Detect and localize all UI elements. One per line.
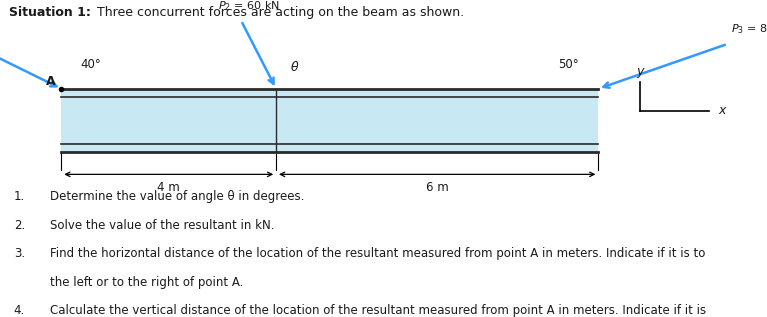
Text: 6 m: 6 m (426, 181, 449, 194)
Text: 4 m: 4 m (157, 181, 180, 194)
Text: $P_3$ = 80 kN: $P_3$ = 80 kN (732, 22, 767, 36)
Text: 40°: 40° (81, 58, 101, 71)
Text: Three concurrent forces are acting on the beam as shown.: Three concurrent forces are acting on th… (81, 6, 464, 19)
Text: Determine the value of angle θ in degrees.: Determine the value of angle θ in degree… (50, 190, 304, 203)
Text: y: y (637, 65, 644, 78)
Text: Situation 1:: Situation 1: (9, 6, 91, 19)
Text: Solve the value of the resultant in kN.: Solve the value of the resultant in kN. (50, 219, 275, 232)
Text: $P_2$ = 60 kN: $P_2$ = 60 kN (218, 0, 280, 13)
Text: $\theta$: $\theta$ (290, 60, 299, 74)
Text: x: x (719, 104, 726, 118)
Text: 4.: 4. (14, 304, 25, 317)
Text: Find the horizontal distance of the location of the resultant measured from poin: Find the horizontal distance of the loca… (50, 247, 705, 260)
Text: Calculate the vertical distance of the location of the resultant measured from p: Calculate the vertical distance of the l… (50, 304, 706, 317)
Text: the left or to the right of point A.: the left or to the right of point A. (50, 276, 243, 289)
Text: 2.: 2. (14, 219, 25, 232)
Polygon shape (61, 89, 598, 152)
Text: 1.: 1. (14, 190, 25, 203)
Text: 50°: 50° (558, 58, 579, 71)
Text: A: A (45, 75, 55, 88)
Text: 3.: 3. (14, 247, 25, 260)
